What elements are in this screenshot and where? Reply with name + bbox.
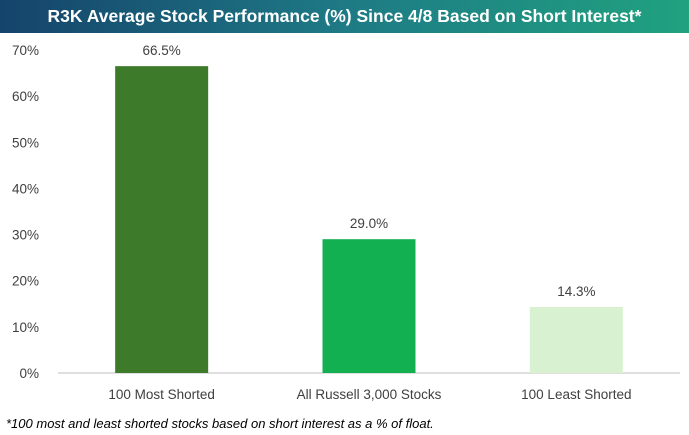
x-tick-label: All Russell 3,000 Stocks [297, 387, 442, 402]
footnote: *100 most and least shorted stocks based… [6, 416, 434, 431]
bar [322, 239, 416, 373]
y-tick-label: 20% [12, 274, 39, 289]
bar [529, 307, 623, 373]
chart-title: R3K Average Stock Performance (%) Since … [47, 6, 642, 26]
data-label: 66.5% [143, 43, 181, 58]
bar [115, 66, 209, 374]
y-tick-label: 40% [12, 181, 39, 196]
title-bar: R3K Average Stock Performance (%) Since … [0, 0, 689, 33]
y-tick-label: 50% [12, 135, 39, 150]
y-tick-label: 0% [19, 366, 39, 381]
x-tick-label: 100 Least Shorted [521, 387, 631, 402]
y-tick-label: 60% [12, 89, 39, 104]
y-tick-label: 30% [12, 228, 39, 243]
y-tick-label: 10% [12, 320, 39, 335]
x-tick-label: 100 Most Shorted [108, 387, 215, 402]
y-tick-label: 70% [12, 43, 39, 58]
data-label: 14.3% [557, 284, 595, 299]
data-label: 29.0% [350, 216, 388, 231]
bar-chart: 0% 10% 20% 30% 40% 50% 60% 70% 66.5% 100 Most Sho… [12, 43, 680, 402]
